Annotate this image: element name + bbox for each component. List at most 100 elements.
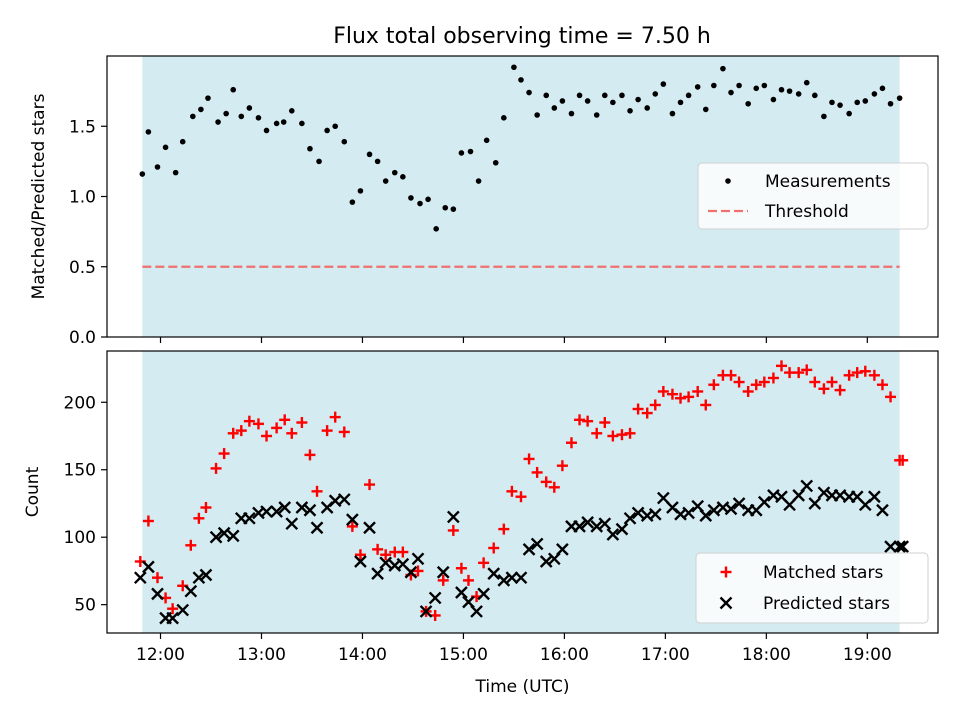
measurement-point (778, 86, 785, 93)
time-x-tick-label: 12:00 (136, 645, 185, 665)
measurement-point (425, 196, 431, 203)
matched-star-point (193, 512, 205, 524)
measurement-point (467, 148, 474, 155)
measurement-point (382, 178, 389, 184)
legend-threshold-label: Threshold (764, 202, 849, 222)
predicted-star-point (817, 486, 831, 500)
measurement-point (786, 88, 793, 94)
measurement-point (677, 99, 684, 106)
matched-star-point (243, 415, 255, 427)
measurement-point (694, 84, 701, 90)
matched-star-point (859, 365, 871, 377)
predicted-star-point (648, 507, 662, 521)
predicted-star-point (404, 565, 418, 579)
measurement-point (511, 64, 517, 71)
matched-star-point (462, 574, 474, 586)
matched-star-point (657, 385, 669, 397)
matched-star-point (666, 388, 678, 400)
measurement-point (736, 82, 742, 89)
predicted-star-points (133, 479, 910, 625)
measurement-point (669, 110, 676, 117)
measurement-point (450, 206, 457, 212)
predicted-star-point (379, 556, 393, 570)
measurement-point (238, 113, 245, 120)
predicted-star-point (192, 571, 206, 585)
matched-star-point (708, 379, 720, 391)
measurement-point (273, 120, 280, 127)
measurement-point (366, 151, 373, 158)
measurement-point (408, 195, 414, 201)
matched-star-point (515, 491, 527, 503)
predicted-star-point (285, 517, 299, 531)
predicted-star-point (303, 503, 317, 517)
measurement-point (559, 98, 566, 104)
measurement-point (154, 164, 161, 170)
predicted-star-point (209, 530, 223, 544)
matched-star-point (758, 376, 770, 388)
measurement-point (862, 98, 869, 104)
matched-star-point (868, 369, 880, 381)
predicted-star-point (699, 509, 713, 522)
predicted-star-point (226, 529, 240, 543)
predicted-star-point (243, 511, 256, 525)
predicted-star-point (896, 540, 910, 553)
matched-star-point (683, 391, 695, 403)
matched-star-point (548, 481, 560, 493)
matched-star-point (304, 449, 316, 461)
ratio-y-axis-label: Matched/Predicted stars (29, 93, 49, 299)
matched-star-point (818, 383, 830, 395)
predicted-star-point (682, 506, 695, 520)
legend-matched-glyph (720, 566, 732, 578)
predicted-star-point (884, 540, 897, 553)
predicted-star-point (446, 510, 460, 524)
measurement-point (357, 188, 364, 194)
matched-star-point (271, 422, 283, 434)
measurement-point (821, 113, 827, 120)
measurement-point (492, 159, 499, 166)
measurement-point (534, 112, 540, 118)
measurement-point (745, 100, 751, 107)
matched-star-point (632, 403, 644, 415)
matched-star-point (346, 520, 358, 532)
predicted-star-point (800, 479, 814, 493)
count-y-tick-label: 50 (74, 596, 96, 616)
measurement-point (837, 102, 843, 108)
predicted-star-point (346, 513, 359, 527)
matched-star-point (591, 427, 603, 439)
matched-star-point (167, 603, 179, 615)
measurement-point (172, 169, 179, 176)
measurement-point (475, 178, 482, 184)
measurement-point (307, 145, 313, 152)
predicted-star-point (868, 490, 881, 504)
predicted-star-point (757, 495, 771, 509)
matched-star-point (834, 384, 846, 396)
count-y-axis-label: Count (23, 466, 43, 517)
ratio-y-tick-label: 1.0 (69, 188, 96, 208)
matched-star-point (296, 417, 308, 429)
measurement-point (644, 105, 651, 111)
predicted-star-point (530, 537, 544, 551)
predicted-star-point (151, 587, 164, 601)
matched-star-point (412, 565, 424, 577)
predicted-star-point (310, 521, 324, 535)
predicted-star-point (337, 493, 351, 506)
matched-star-point (455, 562, 467, 574)
measurement-point (812, 92, 818, 99)
measurement-point (854, 99, 861, 106)
predicted-star-point (631, 506, 645, 520)
measurement-point (887, 100, 894, 107)
matched-star-point (437, 574, 449, 586)
measurement-point (619, 92, 625, 99)
matched-star-point (733, 376, 745, 388)
predicted-star-point (199, 568, 213, 582)
predicted-star-point (893, 540, 906, 553)
matched-star-point (897, 454, 909, 466)
predicted-star-point (166, 611, 179, 625)
matched-star-point (556, 460, 568, 472)
measurement-point (846, 110, 852, 117)
matched-star-point (692, 385, 704, 397)
measurement-point (652, 91, 659, 97)
measurement-point (660, 81, 667, 87)
predicted-star-point (606, 528, 620, 541)
